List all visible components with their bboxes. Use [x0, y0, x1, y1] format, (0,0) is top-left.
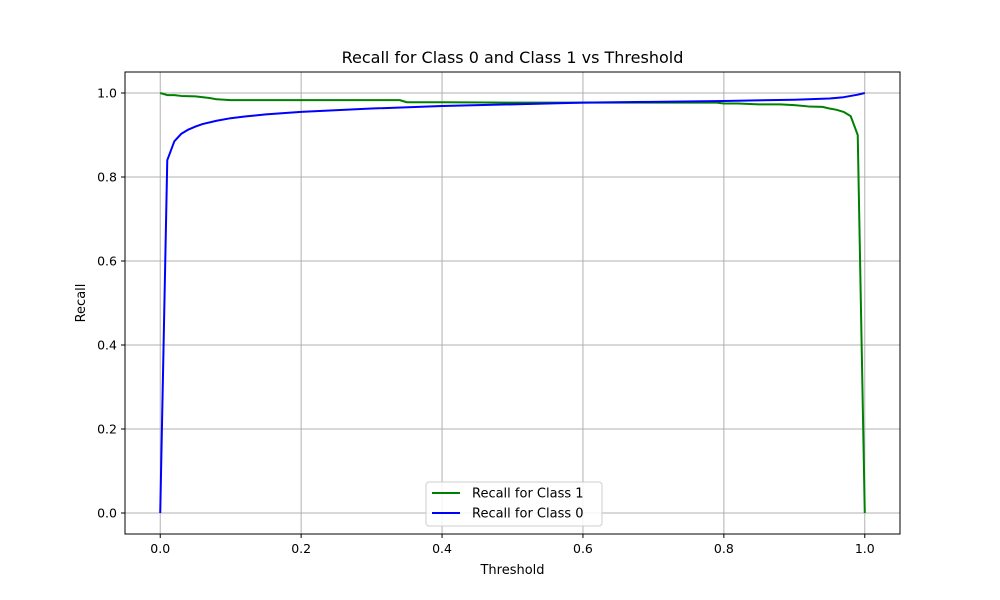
plot-frame: [124, 71, 901, 535]
legend-label-class-0: Recall for Class 0: [472, 507, 584, 522]
y-tick-label: 0.6: [97, 254, 117, 269]
x-tick-label: 0.2: [291, 541, 311, 556]
series-line-class-0: [159, 92, 866, 514]
x-tick-label: 0.0: [150, 541, 170, 556]
x-axis-label: Threshold: [479, 563, 544, 578]
legend: Recall for Class 1 Recall for Class 0: [425, 481, 603, 527]
axis-ticks: 0.0 0.2 0.4 0.6 0.8 1.0 0.0 0.2 0.4 0.6 0.8 1.0: [97, 86, 875, 557]
y-tick-label: 0.0: [97, 506, 117, 521]
x-tick-label: 1.0: [855, 541, 875, 556]
y-axis-label: Recall: [74, 284, 89, 323]
legend-label-class-1: Recall for Class 1: [472, 487, 584, 502]
y-tick-label: 0.4: [97, 338, 117, 353]
series-lines: [159, 92, 866, 514]
chart-title: Recall for Class 0 and Class 1 vs Thresh…: [342, 48, 684, 67]
x-tick-label: 0.4: [432, 541, 452, 556]
legend-box: [425, 481, 603, 527]
y-tick-label: 1.0: [97, 86, 117, 101]
grid: [125, 72, 900, 534]
y-tick-label: 0.8: [97, 170, 117, 185]
y-tick-label: 0.2: [97, 422, 117, 437]
x-tick-label: 0.8: [714, 541, 734, 556]
x-tick-label: 0.6: [573, 541, 593, 556]
